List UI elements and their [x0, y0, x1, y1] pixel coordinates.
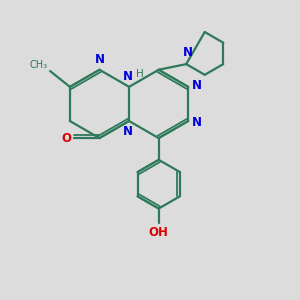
Text: CH₃: CH₃	[30, 60, 48, 70]
Text: N: N	[123, 70, 133, 83]
Text: N: N	[192, 116, 202, 129]
Text: H: H	[136, 69, 143, 80]
Text: N: N	[192, 79, 202, 92]
Text: N: N	[123, 124, 133, 138]
Text: OH: OH	[149, 226, 169, 239]
Text: N: N	[183, 46, 193, 59]
Text: N: N	[94, 53, 104, 66]
Text: O: O	[61, 132, 71, 145]
